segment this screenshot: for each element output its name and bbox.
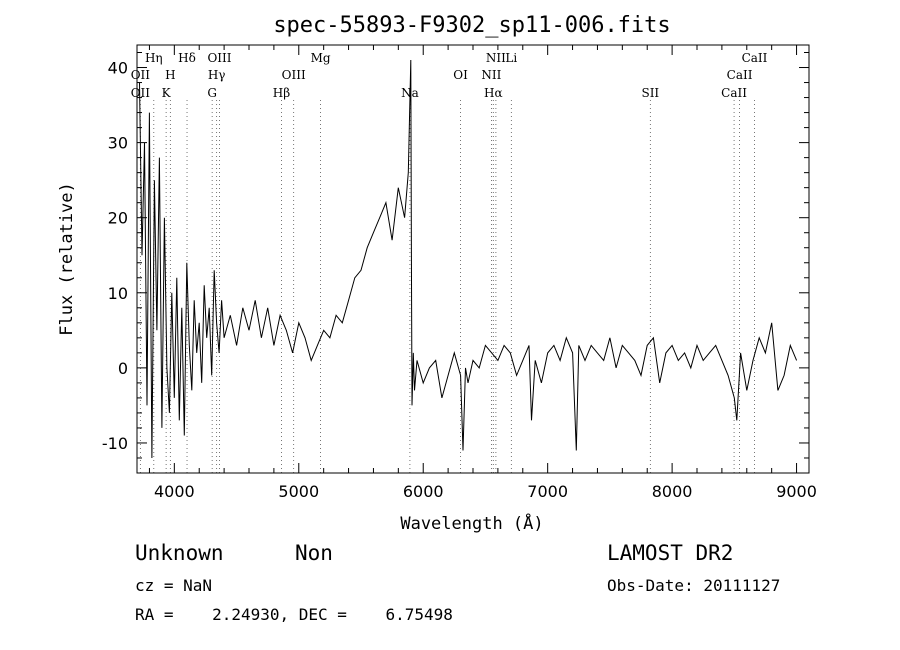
x-tick-label: 8000 [652, 482, 693, 501]
x-tick-label: 7000 [527, 482, 568, 501]
line-marker-label: CaII [721, 86, 747, 100]
y-axis-label: Flux (relative) [57, 182, 77, 336]
survey-name: LAMOST DR2 [607, 541, 734, 565]
x-tick-label: 6000 [403, 482, 444, 501]
line-marker-label: NII [486, 51, 506, 65]
x-axis-label: Wavelength (Å) [400, 512, 543, 534]
line-marker-label: OI [453, 68, 468, 82]
line-marker-label: OIII [282, 68, 306, 82]
line-marker-label: SII [641, 86, 659, 100]
line-marker-label: K [162, 86, 172, 100]
redshift-value: cz = NaN [135, 576, 213, 595]
line-marker-label: Hβ [273, 86, 290, 100]
spectral-class: Unknown [135, 541, 224, 565]
coordinates: RA = 2.24930, DEC = 6.75498 [135, 605, 453, 624]
observation-date: Obs-Date: 20111127 [607, 576, 781, 595]
line-marker-label: H [165, 68, 175, 82]
line-marker-label: OIII [207, 51, 231, 65]
spectral-subclass: Non [295, 541, 333, 565]
line-marker-label: NII [481, 68, 501, 82]
x-tick-label: 9000 [776, 482, 817, 501]
line-marker-label: OII [131, 68, 151, 82]
line-marker-label: Hα [484, 86, 503, 100]
line-marker-label: Hδ [178, 51, 196, 65]
line-marker-label: CaII [727, 68, 753, 82]
y-tick-label: 20 [108, 209, 128, 228]
y-tick-label: -10 [102, 434, 128, 453]
line-marker-label: Li [505, 51, 517, 65]
line-marker-label: CaII [742, 51, 768, 65]
line-marker-group [139, 100, 755, 473]
spectrum-line [139, 59, 798, 459]
line-marker-label: Mg [311, 51, 331, 65]
plot-frame [136, 44, 810, 474]
line-marker-label: Hη [145, 51, 163, 65]
y-tick-label: 30 [108, 134, 128, 153]
chart-title: spec-55893-F9302_sp11-006.fits [273, 13, 670, 38]
y-tick-label: 40 [108, 59, 128, 78]
x-tick-label: 4000 [154, 482, 195, 501]
x-tick-label: 5000 [278, 482, 319, 501]
line-marker-label: OII [131, 86, 151, 100]
x-axis: 4000 5000 6000 7000 8000 9000 [148, 45, 817, 501]
y-tick-label: 0 [118, 359, 128, 378]
y-axis: -10 0 10 20 30 40 [102, 52, 809, 459]
line-marker-label: Hγ [208, 68, 226, 82]
y-tick-label: 10 [108, 284, 128, 303]
line-marker-label: G [207, 86, 217, 100]
